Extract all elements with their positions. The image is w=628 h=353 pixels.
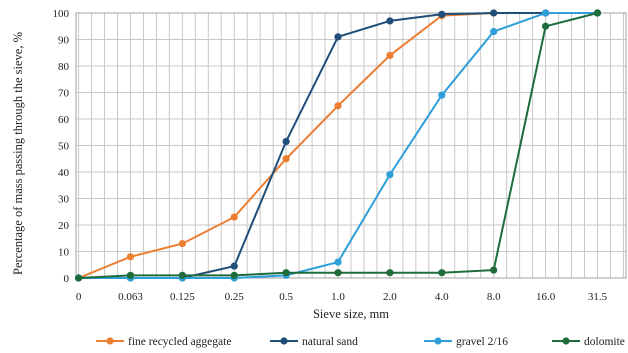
legend-item: fine recycled aggegate: [96, 336, 231, 348]
data-point: [126, 271, 135, 279]
data-point: [334, 33, 342, 41]
x-tick-label: 0.25: [225, 291, 245, 303]
x-tick-label: 2.0: [383, 291, 397, 303]
y-axis-ticks: 0 10 20 30 40 50 60 70 80 90 100: [53, 8, 70, 285]
x-tick-label: 1.0: [331, 291, 345, 303]
y-tick-label: 30: [58, 194, 70, 206]
legend-item: natural sand: [270, 336, 358, 348]
data-point: [334, 102, 342, 110]
data-point: [126, 253, 135, 261]
x-tick-label: 0: [76, 291, 82, 303]
data-point: [282, 137, 290, 146]
y-axis-title: Percentage of mass passing through the s…: [11, 32, 25, 275]
data-point: [490, 266, 498, 274]
data-point: [74, 274, 83, 282]
data-point: [230, 262, 238, 270]
data-point: [334, 269, 342, 277]
series-dolomite-8-16: [74, 9, 602, 282]
data-point: [490, 27, 498, 36]
x-tick-label: 8.0: [487, 291, 501, 303]
series-layer: [74, 9, 602, 282]
data-point: [541, 22, 550, 30]
data-point: [438, 91, 446, 99]
data-point: [386, 171, 394, 179]
legend-marker: [562, 337, 570, 345]
data-point: [386, 17, 394, 25]
data-point: [334, 258, 342, 266]
legend-marker: [106, 337, 114, 345]
x-axis-title: Sieve size, mm: [313, 307, 389, 321]
data-point: [593, 9, 602, 17]
data-point: [178, 271, 186, 279]
data-point: [541, 9, 550, 17]
y-tick-label: 70: [58, 88, 70, 100]
plot-frame: [75, 12, 627, 279]
data-point: [230, 213, 238, 221]
data-point: [178, 239, 186, 248]
x-tick-label: 0.063: [118, 291, 143, 303]
data-point: [386, 51, 394, 60]
x-axis-ticks: 0 0.063 0.125 0.25 0.5 1.0 2.0 4.0 8.0 16.0 31.5: [76, 291, 608, 303]
data-point: [230, 271, 238, 279]
x-tick-label: 4.0: [435, 291, 449, 303]
y-tick-label: 40: [58, 167, 70, 179]
legend: fine recycled aggegate natural sand gravel…: [96, 336, 628, 348]
legend-label: natural sand: [302, 336, 358, 348]
x-tick-label: 0.125: [170, 291, 195, 303]
x-tick-label: 16.0: [536, 291, 556, 303]
legend-marker: [280, 337, 288, 345]
data-point: [282, 155, 290, 163]
data-point: [490, 9, 498, 17]
data-point: [438, 10, 446, 18]
legend-item: dolomite 8/16: [552, 336, 628, 348]
y-tick-label: 100: [53, 8, 70, 20]
data-point: [386, 269, 394, 277]
legend-item: gravel 2/16: [424, 336, 508, 348]
y-tick-label: 90: [58, 35, 70, 47]
y-tick-label: 50: [58, 141, 70, 153]
y-tick-label: 0: [64, 273, 70, 285]
legend-marker: [434, 337, 442, 345]
y-tick-label: 60: [58, 114, 70, 126]
y-tick-label: 10: [58, 247, 70, 259]
y-tick-label: 80: [58, 61, 70, 73]
x-tick-label: 31.5: [588, 291, 608, 303]
data-point: [282, 269, 290, 277]
legend-label: dolomite 8/16: [584, 336, 628, 348]
x-tick-label: 0.5: [279, 291, 293, 303]
legend-label: fine recycled aggegate: [128, 336, 231, 348]
legend-label: gravel 2/16: [456, 336, 508, 348]
y-tick-label: 20: [58, 220, 70, 232]
data-point: [438, 269, 446, 277]
